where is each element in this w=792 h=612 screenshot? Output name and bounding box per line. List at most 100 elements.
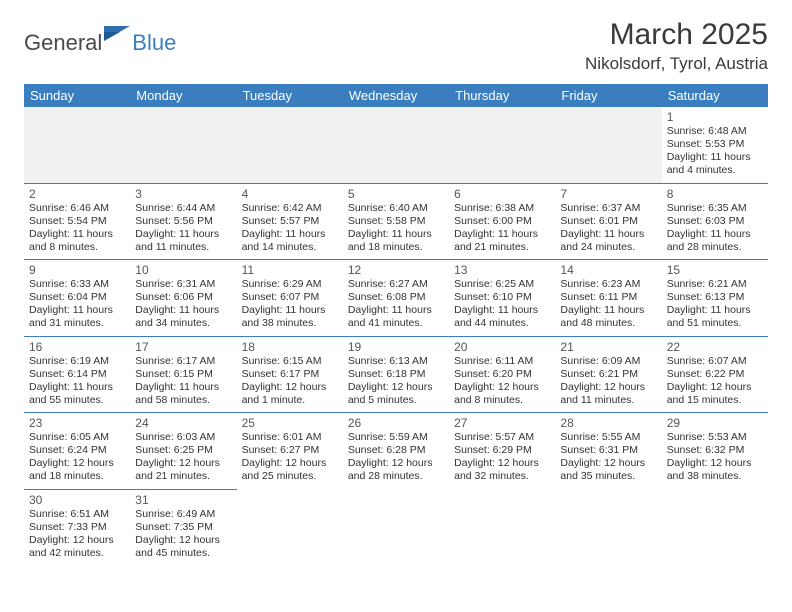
calendar-cell: [343, 107, 449, 183]
calendar-cell: 2Sunrise: 6:46 AMSunset: 5:54 PMDaylight…: [24, 183, 130, 260]
sunset-text: Sunset: 6:20 PM: [454, 368, 550, 381]
calendar-cell: [555, 489, 661, 565]
calendar-cell: 25Sunrise: 6:01 AMSunset: 6:27 PMDayligh…: [237, 413, 343, 490]
calendar-cell: 29Sunrise: 5:53 AMSunset: 6:32 PMDayligh…: [662, 413, 768, 490]
day-info: Sunrise: 6:44 AMSunset: 5:56 PMDaylight:…: [135, 202, 231, 255]
day-number: 30: [29, 493, 125, 507]
calendar-cell: [343, 489, 449, 565]
calendar-cell: 4Sunrise: 6:42 AMSunset: 5:57 PMDaylight…: [237, 183, 343, 260]
calendar-cell: 7Sunrise: 6:37 AMSunset: 6:01 PMDaylight…: [555, 183, 661, 260]
day-number: 12: [348, 263, 444, 277]
month-title: March 2025: [585, 18, 768, 52]
calendar-cell: 8Sunrise: 6:35 AMSunset: 6:03 PMDaylight…: [662, 183, 768, 260]
calendar-cell: [555, 107, 661, 183]
sunrise-text: Sunrise: 6:05 AM: [29, 431, 125, 444]
day-info: Sunrise: 6:11 AMSunset: 6:20 PMDaylight:…: [454, 355, 550, 408]
daylight-text: Daylight: 12 hours and 11 minutes.: [560, 381, 656, 407]
day-number: 23: [29, 416, 125, 430]
sunrise-text: Sunrise: 5:57 AM: [454, 431, 550, 444]
calendar-cell: 20Sunrise: 6:11 AMSunset: 6:20 PMDayligh…: [449, 336, 555, 413]
sunset-text: Sunset: 6:25 PM: [135, 444, 231, 457]
sunset-text: Sunset: 6:21 PM: [560, 368, 656, 381]
sunset-text: Sunset: 7:35 PM: [135, 521, 231, 534]
calendar-cell: [449, 107, 555, 183]
calendar-cell: 12Sunrise: 6:27 AMSunset: 6:08 PMDayligh…: [343, 260, 449, 337]
day-info: Sunrise: 6:48 AMSunset: 5:53 PMDaylight:…: [667, 125, 763, 178]
day-number: 2: [29, 187, 125, 201]
day-info: Sunrise: 5:59 AMSunset: 6:28 PMDaylight:…: [348, 431, 444, 484]
day-info: Sunrise: 6:03 AMSunset: 6:25 PMDaylight:…: [135, 431, 231, 484]
calendar-cell: 5Sunrise: 6:40 AMSunset: 5:58 PMDaylight…: [343, 183, 449, 260]
day-number: 3: [135, 187, 231, 201]
daylight-text: Daylight: 11 hours and 41 minutes.: [348, 304, 444, 330]
sunrise-text: Sunrise: 6:21 AM: [667, 278, 763, 291]
sunrise-text: Sunrise: 6:48 AM: [667, 125, 763, 138]
day-number: 4: [242, 187, 338, 201]
sunrise-text: Sunrise: 6:44 AM: [135, 202, 231, 215]
day-info: Sunrise: 6:31 AMSunset: 6:06 PMDaylight:…: [135, 278, 231, 331]
daylight-text: Daylight: 11 hours and 24 minutes.: [560, 228, 656, 254]
sunrise-text: Sunrise: 6:35 AM: [667, 202, 763, 215]
sunset-text: Sunset: 5:56 PM: [135, 215, 231, 228]
day-number: 25: [242, 416, 338, 430]
day-number: 20: [454, 340, 550, 354]
calendar-cell: 27Sunrise: 5:57 AMSunset: 6:29 PMDayligh…: [449, 413, 555, 490]
day-number: 5: [348, 187, 444, 201]
day-info: Sunrise: 6:40 AMSunset: 5:58 PMDaylight:…: [348, 202, 444, 255]
sunrise-text: Sunrise: 6:27 AM: [348, 278, 444, 291]
col-thursday: Thursday: [449, 84, 555, 107]
daylight-text: Daylight: 11 hours and 14 minutes.: [242, 228, 338, 254]
daylight-text: Daylight: 11 hours and 58 minutes.: [135, 381, 231, 407]
sunrise-text: Sunrise: 6:23 AM: [560, 278, 656, 291]
calendar-cell: 10Sunrise: 6:31 AMSunset: 6:06 PMDayligh…: [130, 260, 236, 337]
sunrise-text: Sunrise: 6:09 AM: [560, 355, 656, 368]
day-info: Sunrise: 6:01 AMSunset: 6:27 PMDaylight:…: [242, 431, 338, 484]
calendar-cell: 1Sunrise: 6:48 AMSunset: 5:53 PMDaylight…: [662, 107, 768, 183]
sunset-text: Sunset: 6:11 PM: [560, 291, 656, 304]
day-number: 16: [29, 340, 125, 354]
col-wednesday: Wednesday: [343, 84, 449, 107]
calendar-cell: 21Sunrise: 6:09 AMSunset: 6:21 PMDayligh…: [555, 336, 661, 413]
sunset-text: Sunset: 7:33 PM: [29, 521, 125, 534]
flag-icon: [104, 24, 132, 47]
sunset-text: Sunset: 6:07 PM: [242, 291, 338, 304]
calendar-row: 30Sunrise: 6:51 AMSunset: 7:33 PMDayligh…: [24, 489, 768, 565]
sunrise-text: Sunrise: 6:07 AM: [667, 355, 763, 368]
header: General Blue March 2025 Nikolsdorf, Tyro…: [24, 18, 768, 74]
day-number: 19: [348, 340, 444, 354]
day-info: Sunrise: 6:05 AMSunset: 6:24 PMDaylight:…: [29, 431, 125, 484]
calendar-cell: 24Sunrise: 6:03 AMSunset: 6:25 PMDayligh…: [130, 413, 236, 490]
calendar-cell: 6Sunrise: 6:38 AMSunset: 6:00 PMDaylight…: [449, 183, 555, 260]
sunrise-text: Sunrise: 6:03 AM: [135, 431, 231, 444]
calendar-row: 16Sunrise: 6:19 AMSunset: 6:14 PMDayligh…: [24, 336, 768, 413]
day-number: 21: [560, 340, 656, 354]
day-number: 6: [454, 187, 550, 201]
location: Nikolsdorf, Tyrol, Austria: [585, 54, 768, 74]
day-number: 9: [29, 263, 125, 277]
daylight-text: Daylight: 11 hours and 18 minutes.: [348, 228, 444, 254]
calendar-row: 23Sunrise: 6:05 AMSunset: 6:24 PMDayligh…: [24, 413, 768, 490]
day-number: 11: [242, 263, 338, 277]
day-number: 24: [135, 416, 231, 430]
daylight-text: Daylight: 12 hours and 21 minutes.: [135, 457, 231, 483]
day-info: Sunrise: 6:15 AMSunset: 6:17 PMDaylight:…: [242, 355, 338, 408]
day-number: 22: [667, 340, 763, 354]
calendar-cell: 30Sunrise: 6:51 AMSunset: 7:33 PMDayligh…: [24, 489, 130, 565]
daylight-text: Daylight: 12 hours and 8 minutes.: [454, 381, 550, 407]
daylight-text: Daylight: 12 hours and 5 minutes.: [348, 381, 444, 407]
sunrise-text: Sunrise: 6:17 AM: [135, 355, 231, 368]
sunset-text: Sunset: 6:18 PM: [348, 368, 444, 381]
logo-text-general: General: [24, 30, 102, 56]
day-info: Sunrise: 6:46 AMSunset: 5:54 PMDaylight:…: [29, 202, 125, 255]
sunset-text: Sunset: 5:58 PM: [348, 215, 444, 228]
day-info: Sunrise: 6:25 AMSunset: 6:10 PMDaylight:…: [454, 278, 550, 331]
day-info: Sunrise: 5:57 AMSunset: 6:29 PMDaylight:…: [454, 431, 550, 484]
sunset-text: Sunset: 6:13 PM: [667, 291, 763, 304]
day-number: 27: [454, 416, 550, 430]
calendar-cell: 18Sunrise: 6:15 AMSunset: 6:17 PMDayligh…: [237, 336, 343, 413]
calendar-cell: 16Sunrise: 6:19 AMSunset: 6:14 PMDayligh…: [24, 336, 130, 413]
day-info: Sunrise: 6:49 AMSunset: 7:35 PMDaylight:…: [135, 508, 231, 561]
day-info: Sunrise: 6:13 AMSunset: 6:18 PMDaylight:…: [348, 355, 444, 408]
sunrise-text: Sunrise: 6:11 AM: [454, 355, 550, 368]
daylight-text: Daylight: 11 hours and 38 minutes.: [242, 304, 338, 330]
